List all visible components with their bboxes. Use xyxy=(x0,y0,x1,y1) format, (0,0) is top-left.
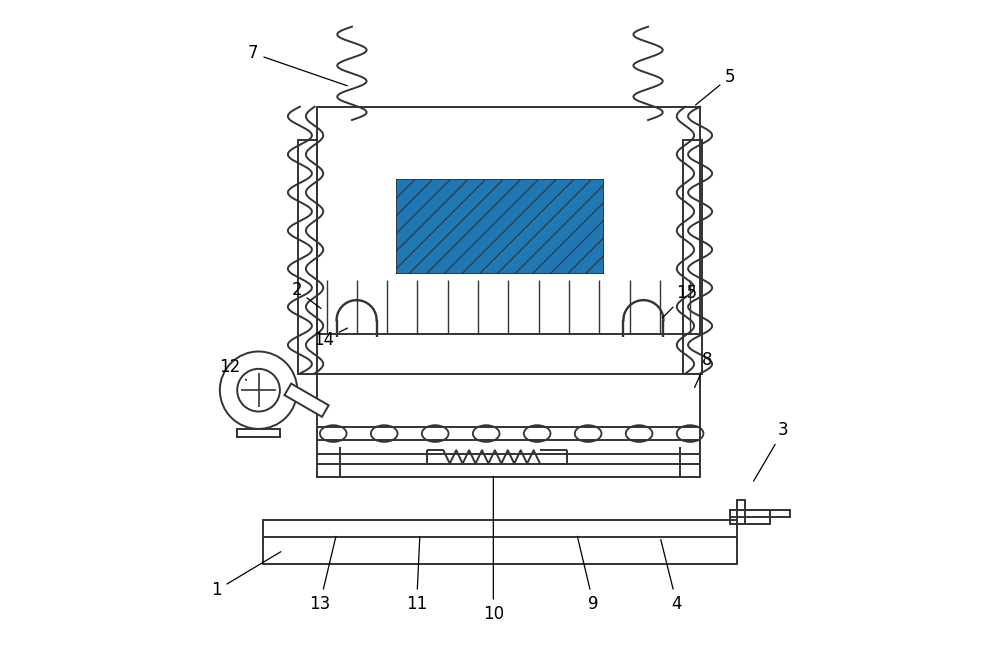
Bar xyxy=(298,140,317,374)
Text: 3: 3 xyxy=(754,422,789,481)
Bar xyxy=(237,429,280,437)
Text: 10: 10 xyxy=(483,476,504,622)
Bar xyxy=(737,500,745,524)
Circle shape xyxy=(220,352,297,429)
Text: 13: 13 xyxy=(309,536,336,612)
Bar xyxy=(397,180,603,273)
Bar xyxy=(317,107,700,334)
Bar xyxy=(284,384,329,417)
Bar xyxy=(683,140,702,374)
Text: 7: 7 xyxy=(248,45,347,86)
Bar xyxy=(730,510,770,524)
Text: 15: 15 xyxy=(662,285,697,318)
Circle shape xyxy=(406,251,421,266)
Text: 9: 9 xyxy=(577,536,599,612)
Text: 12: 12 xyxy=(219,358,247,380)
Text: 11: 11 xyxy=(406,536,427,612)
Text: 4: 4 xyxy=(661,540,682,612)
Circle shape xyxy=(237,369,280,412)
Bar xyxy=(397,180,603,273)
Circle shape xyxy=(579,251,594,266)
Bar xyxy=(317,374,700,477)
Circle shape xyxy=(406,187,421,202)
Bar xyxy=(263,520,737,564)
Text: 2: 2 xyxy=(291,281,321,308)
Text: 14: 14 xyxy=(313,328,347,349)
Bar xyxy=(730,510,790,517)
Text: 8: 8 xyxy=(695,352,712,388)
Circle shape xyxy=(579,187,594,202)
Text: 1: 1 xyxy=(211,552,281,599)
Text: 5: 5 xyxy=(696,68,735,105)
